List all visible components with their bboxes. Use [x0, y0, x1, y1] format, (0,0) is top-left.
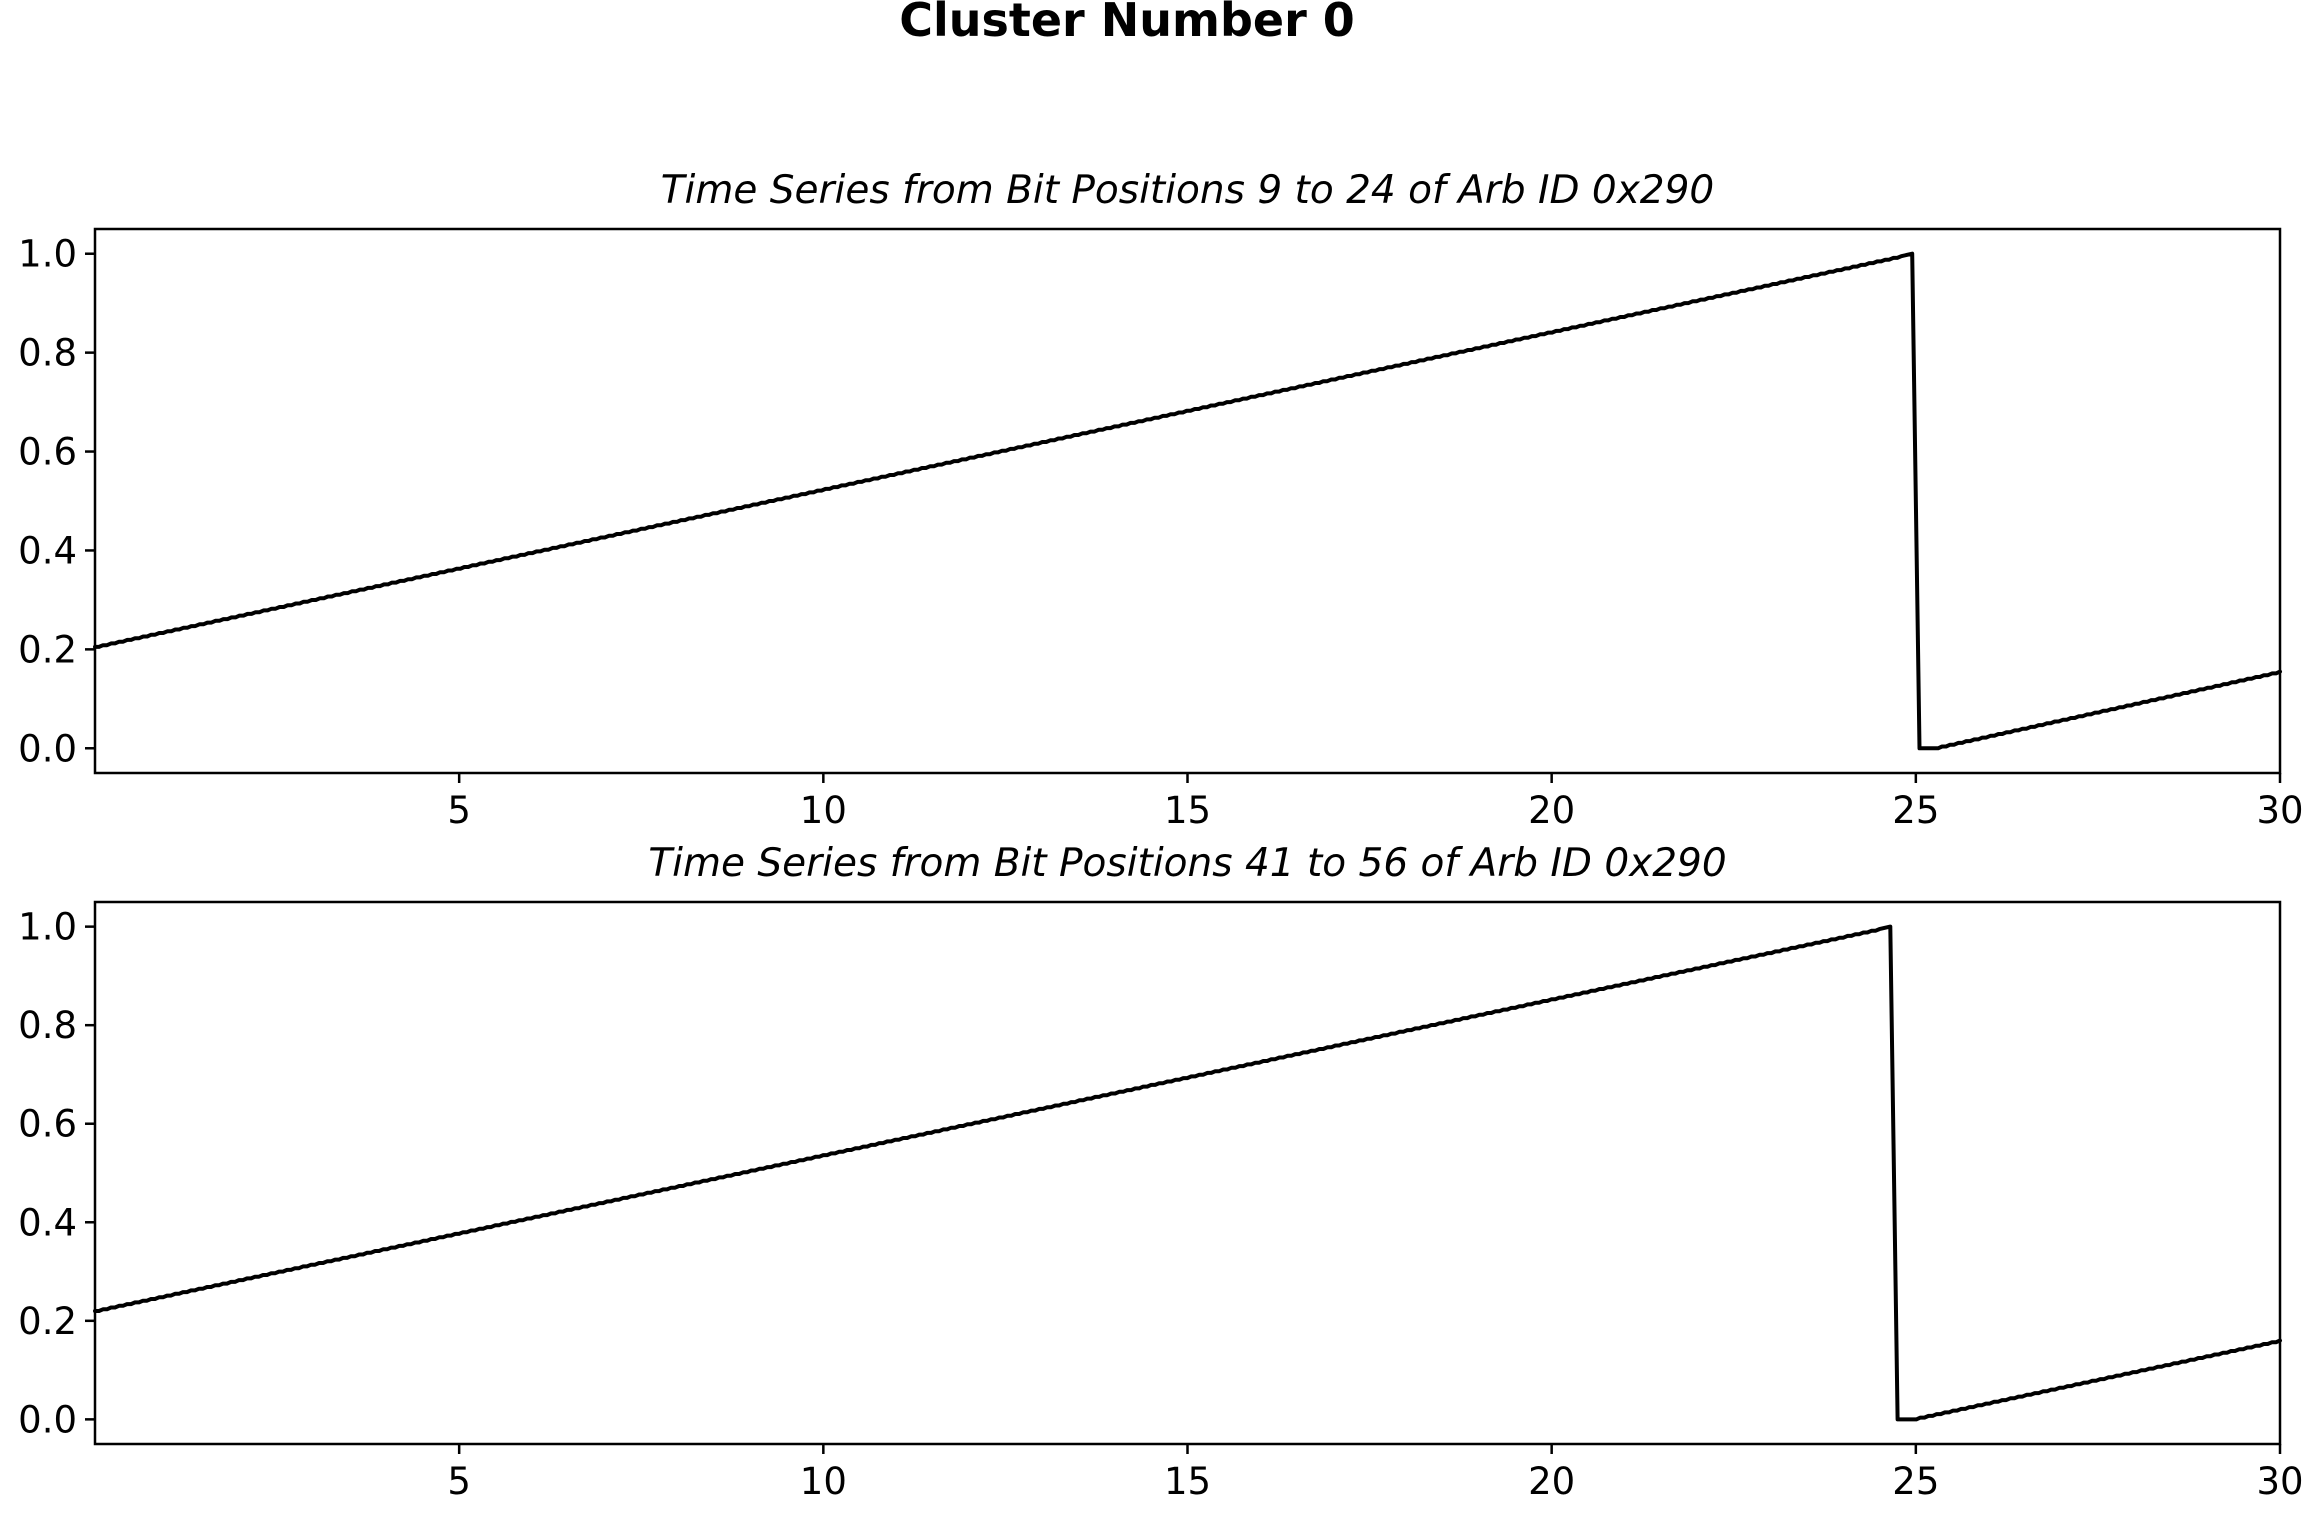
- x-tick-label: 5: [447, 789, 471, 832]
- x-tick-label: 30: [2256, 1460, 2303, 1503]
- y-tick-label: 1.0: [18, 906, 77, 949]
- y-tick-label: 0.2: [18, 1300, 77, 1343]
- subplot-2: Time Series from Bit Positions 41 to 56 …: [18, 841, 2303, 1503]
- plots-container: Time Series from Bit Positions 9 to 24 o…: [18, 168, 2303, 1503]
- x-tick-label: 10: [800, 789, 847, 832]
- series-line-1: [93, 251, 2282, 751]
- y-tick-label: 1.0: [18, 233, 77, 276]
- y-tick-label: 0.6: [18, 431, 77, 474]
- y-tick-label: 0.0: [18, 1398, 77, 1441]
- y-tick-label: 0.4: [18, 1201, 77, 1244]
- x-tick-label: 15: [1164, 1460, 1211, 1503]
- x-tick-label: 30: [2256, 789, 2303, 832]
- x-tick-label: 10: [800, 1460, 847, 1503]
- y-tick-label: 0.6: [18, 1103, 77, 1146]
- x-tick-label: 20: [1528, 789, 1575, 832]
- x-tick-label: 25: [1892, 1460, 1939, 1503]
- axes-frame: [93, 900, 2282, 1446]
- y-tick-label: 0.4: [18, 529, 77, 572]
- subplot-title: Time Series from Bit Positions 41 to 56 …: [648, 841, 1726, 886]
- y-tick-label: 0.8: [18, 1004, 77, 1047]
- y-tick-label: 0.2: [18, 628, 77, 671]
- axes-frame: [93, 227, 2282, 775]
- y-tick-label: 0.0: [18, 727, 77, 770]
- y-tick-label: 0.8: [18, 332, 77, 375]
- figure-title: Cluster Number 0: [899, 0, 1355, 47]
- x-tick-label: 15: [1164, 789, 1211, 832]
- x-tick-label: 5: [447, 1460, 471, 1503]
- x-tick-label: 25: [1892, 789, 1939, 832]
- subplot-title: Time Series from Bit Positions 9 to 24 o…: [661, 168, 1715, 213]
- series-line-1: [93, 924, 2282, 1422]
- x-tick-label: 20: [1528, 1460, 1575, 1503]
- subplot-1: Time Series from Bit Positions 9 to 24 o…: [18, 168, 2303, 832]
